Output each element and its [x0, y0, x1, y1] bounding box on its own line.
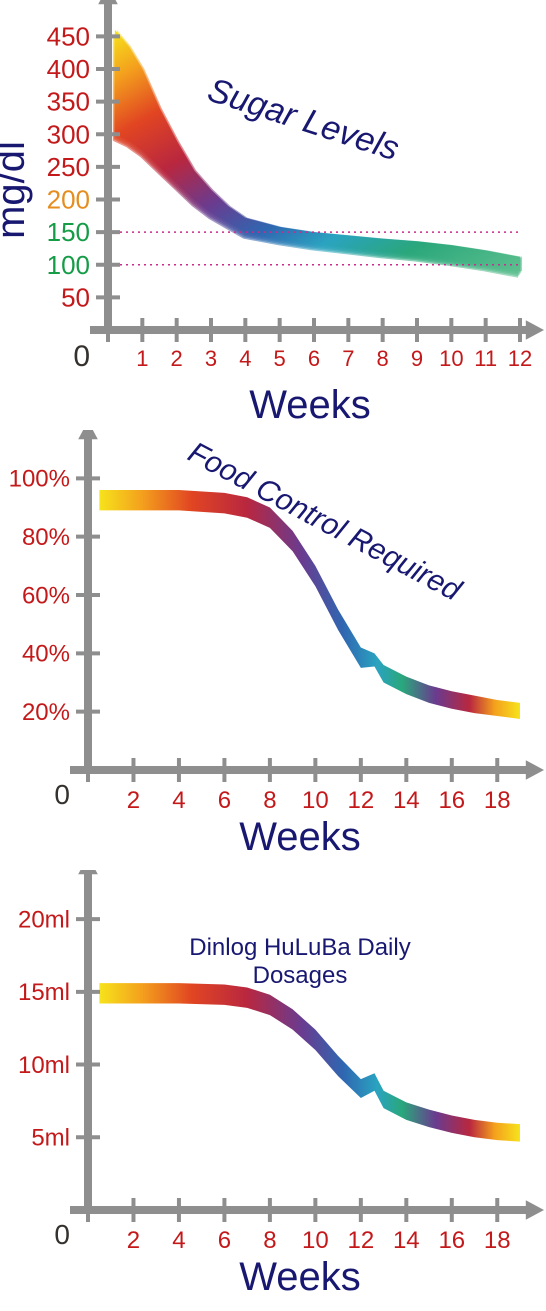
ytick-label: 10ml	[18, 1052, 70, 1079]
xtick-label: 10	[302, 787, 329, 814]
ytick-label: 100	[47, 250, 90, 280]
ytick-label: 250	[47, 152, 90, 182]
origin-label: 0	[54, 779, 70, 810]
chart-title: Food Control Required	[183, 436, 468, 608]
ytick-label: 100%	[9, 466, 70, 493]
xtick-label: 6	[218, 787, 231, 814]
xtick-label: 1	[136, 346, 148, 371]
ytick-label: 450	[47, 21, 90, 51]
xtick-label: 7	[342, 346, 354, 371]
xtick-label: 8	[263, 787, 276, 814]
xtick-label: 12	[347, 787, 374, 814]
xtick-label: 11	[474, 346, 497, 371]
xtick-label: 2	[127, 787, 140, 814]
chart-dosage: 2 4 6 8 10 12 14 16 18 5ml 10ml 15ml 20ml 0 Weeks Dinlo…	[0, 870, 546, 1310]
data-band	[99, 983, 520, 1142]
chart-title: Sugar Levels	[203, 71, 403, 168]
x-axis-label: Weeks	[249, 383, 371, 427]
ytick-label: 15ml	[18, 979, 70, 1006]
xtick-label: 6	[308, 346, 320, 371]
chart-sugar: 1234567891011125010015020025030035040045…	[0, 0, 546, 440]
ytick-label: 20%	[22, 699, 70, 726]
page-root: 1234567891011125010015020025030035040045…	[0, 0, 546, 1311]
ytick-label: 400	[47, 54, 90, 84]
x-axis-label: Weeks	[239, 815, 361, 859]
xtick-label: 5	[274, 346, 286, 371]
ytick-label: 200	[47, 185, 90, 215]
ytick-label: 50	[61, 282, 90, 312]
xtick-label: 2	[127, 1227, 140, 1254]
xtick-label: 14	[393, 1227, 420, 1254]
xtick-label: 9	[411, 346, 423, 371]
xtick-label: 14	[393, 787, 420, 814]
xtick-label: 18	[484, 787, 511, 814]
xtick-label: 8	[377, 346, 389, 371]
xtick-label: 4	[172, 1227, 185, 1254]
chart-food: 2 4 6 8 10 12 14 16 18 20% 40% 60% 80% 100% 0 Weeks Food…	[0, 430, 546, 870]
y-axis-label: mg/dl	[0, 141, 33, 239]
xtick-label: 3	[205, 346, 217, 371]
ytick-label: 350	[47, 87, 90, 117]
xtick-label: 2	[171, 346, 183, 371]
xtick-label: 18	[484, 1227, 511, 1254]
origin-label: 0	[54, 1219, 70, 1250]
xtick-label: 4	[172, 787, 185, 814]
chart-title: Dinlog HuLuBa Daily	[189, 934, 410, 961]
xtick-label: 8	[263, 1227, 276, 1254]
data-band	[115, 30, 520, 271]
xtick-label: 10	[439, 346, 463, 371]
ytick-label: 20ml	[18, 906, 70, 933]
xtick-label: 4	[239, 346, 251, 371]
ytick-label: 5ml	[31, 1125, 70, 1152]
chart-title: Dosages	[253, 962, 348, 989]
xtick-label: 16	[438, 1227, 465, 1254]
ytick-label: 60%	[22, 582, 70, 609]
xtick-label: 6	[218, 1227, 231, 1254]
xtick-label: 16	[438, 787, 465, 814]
ytick-label: 80%	[22, 524, 70, 551]
ytick-label: 300	[47, 119, 90, 149]
xtick-label: 10	[302, 1227, 329, 1254]
xtick-label: 12	[347, 1227, 374, 1254]
ytick-label: 40%	[22, 641, 70, 668]
ytick-label: 150	[47, 217, 90, 247]
origin-label: 0	[73, 340, 90, 373]
x-axis-label: Weeks	[239, 1255, 361, 1299]
xtick-label: 12	[508, 346, 532, 371]
